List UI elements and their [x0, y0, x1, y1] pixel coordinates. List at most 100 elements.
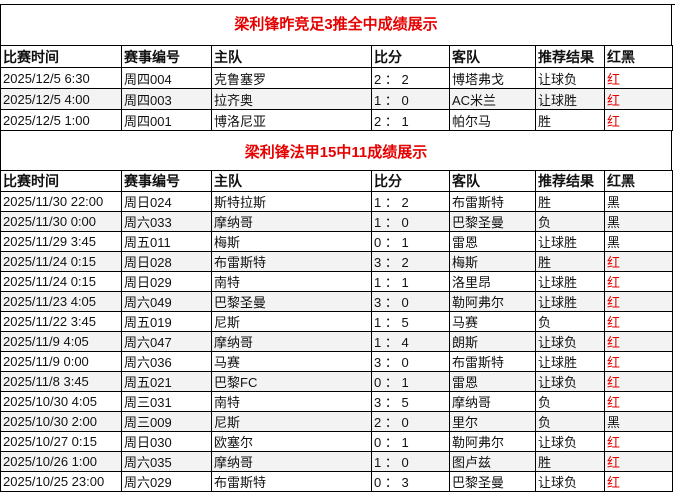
result-cell: 红: [604, 451, 673, 472]
column-header-match-time: 比赛时间: [0, 45, 122, 68]
score-cell: 3 ： 2: [371, 251, 450, 272]
match-time-cell: 2025/11/9 4:05: [0, 331, 122, 352]
match-time-cell: 2025/11/30 22:00: [0, 191, 122, 212]
result-cell: 红: [604, 271, 673, 292]
home-team-cell: 欧塞尔: [211, 431, 372, 452]
header-row: 比赛时间 赛事编号 主队 比分 客队 推荐结果 红黑: [0, 45, 673, 68]
column-header-result: 红黑: [604, 170, 673, 192]
score-cell: 1 ： 0: [371, 88, 450, 110]
result-cell: 黑: [604, 411, 673, 432]
recommendation-cell: 负: [535, 391, 605, 412]
result-cell: 黑: [604, 211, 673, 232]
score-cell: 2 ： 2: [371, 67, 450, 89]
result-cell: 红: [604, 311, 673, 332]
match-id-cell: 周六049: [121, 291, 212, 312]
column-header-away-team: 客队: [449, 170, 536, 192]
result-cell: 红: [604, 291, 673, 312]
score-cell: 0 ： 1: [371, 431, 450, 452]
recommendation-cell: 让球负: [535, 67, 605, 89]
match-id-cell: 周日029: [121, 271, 212, 292]
result-cell: 红: [604, 67, 673, 89]
match-id-cell: 周三031: [121, 391, 212, 412]
home-team-cell: 摩纳哥: [211, 331, 372, 352]
away-team-cell: 里尔: [449, 411, 536, 432]
match-id-cell: 周六036: [121, 351, 212, 372]
match-time-cell: 2025/11/29 3:45: [0, 231, 122, 252]
match-id-cell: 周三009: [121, 411, 212, 432]
match-time-cell: 2025/10/27 0:15: [0, 431, 122, 452]
score-cell: 3 ： 5: [371, 391, 450, 412]
score-cell: 1 ： 2: [371, 191, 450, 212]
match-time-cell: 2025/12/5 4:00: [0, 88, 122, 110]
home-team-cell: 博洛尼亚: [211, 109, 372, 131]
away-team-cell: AC米兰: [449, 88, 536, 110]
column-header-home-team: 主队: [211, 170, 372, 192]
section2-title: 梁利锋法甲15中11成绩展示: [0, 130, 672, 170]
match-id-cell: 周四001: [121, 109, 212, 131]
away-team-cell: 洛里昂: [449, 271, 536, 292]
top-border: [0, 0, 675, 5]
home-team-cell: 巴黎FC: [211, 371, 372, 392]
result-cell: 红: [604, 251, 673, 272]
away-team-cell: 马赛: [449, 311, 536, 332]
home-team-cell: 梅斯: [211, 231, 372, 252]
match-id-cell: 周日028: [121, 251, 212, 272]
table-row: 2025/11/23 4:05 周六049 巴黎圣曼 3 ： 0 勒阿弗尔 让球胜红: [0, 291, 673, 312]
recommendation-cell: 让球负: [535, 371, 605, 392]
away-team-cell: 雷恩: [449, 371, 536, 392]
match-time-cell: 2025/10/30 4:05: [0, 391, 122, 412]
match-id-cell: 周日024: [121, 191, 212, 212]
away-team-cell: 帕尔马: [449, 109, 536, 131]
result-cell: 黑: [604, 231, 673, 252]
column-header-score: 比分: [371, 45, 450, 68]
match-id-cell: 周日030: [121, 431, 212, 452]
recommendation-cell: 负: [535, 311, 605, 332]
home-team-cell: 尼斯: [211, 311, 372, 332]
score-cell: 0 ： 1: [371, 371, 450, 392]
table-row: 2025/10/27 0:15 周日030 欧塞尔 0 ： 1 勒阿弗尔 让球负红: [0, 431, 673, 452]
match-time-cell: 2025/12/5 1:00: [0, 109, 122, 131]
result-cell: 红: [604, 351, 673, 372]
match-id-cell: 周六047: [121, 331, 212, 352]
match-id-cell: 周五021: [121, 371, 212, 392]
column-header-match-id: 赛事编号: [121, 170, 212, 192]
score-cell: 1 ： 1: [371, 271, 450, 292]
match-time-cell: 2025/10/26 1:00: [0, 451, 122, 472]
recommendation-cell: 让球胜: [535, 271, 605, 292]
away-team-cell: 勒阿弗尔: [449, 291, 536, 312]
match-id-cell: 周六035: [121, 451, 212, 472]
home-team-cell: 马赛: [211, 351, 372, 372]
result-cell: 红: [604, 391, 673, 412]
away-team-cell: 梅斯: [449, 251, 536, 272]
recommendation-cell: 胜: [535, 451, 605, 472]
header-row: 比赛时间 赛事编号 主队 比分 客队 推荐结果 红黑: [0, 170, 673, 192]
table-row: 2025/10/26 1:00 周六035 摩纳哥 1 ： 0 图卢兹胜红: [0, 451, 673, 472]
column-header-match-id: 赛事编号: [121, 45, 212, 68]
away-team-cell: 布雷斯特: [449, 191, 536, 212]
match-id-cell: 周五011: [121, 231, 212, 252]
score-cell: 3 ： 0: [371, 291, 450, 312]
score-cell: 1 ： 4: [371, 331, 450, 352]
away-team-cell: 朗斯: [449, 331, 536, 352]
table-row: 2025/11/22 3:45 周五019 尼斯 1 ： 5 马赛负红: [0, 311, 673, 332]
score-cell: 1 ： 0: [371, 211, 450, 232]
match-id-cell: 周四004: [121, 67, 212, 89]
home-team-cell: 拉齐奥: [211, 88, 372, 110]
away-team-cell: 布雷斯特: [449, 351, 536, 372]
recommendation-cell: 让球胜: [535, 351, 605, 372]
home-team-cell: 布雷斯特: [211, 251, 372, 272]
table-row: 2025/11/29 3:45 周五011 梅斯 0 ： 1 雷恩 让球胜黑: [0, 231, 673, 252]
home-team-cell: 南特: [211, 271, 372, 292]
table-row: 2025/12/5 4:00 周四003 拉齐奥 1 ： 0 AC米兰 让球胜红: [0, 88, 673, 110]
result-cell: 红: [604, 331, 673, 352]
away-team-cell: 雷恩: [449, 231, 536, 252]
table-row: 2025/12/5 6:30 周四004 克鲁塞罗 2 ： 2 博塔弗戈 让球负红: [0, 67, 673, 89]
match-time-cell: 2025/11/24 0:15: [0, 251, 122, 272]
away-team-cell: 勒阿弗尔: [449, 431, 536, 452]
column-header-match-time: 比赛时间: [0, 170, 122, 192]
score-cell: 1 ： 5: [371, 311, 450, 332]
recommendation-cell: 让球负: [535, 331, 605, 352]
home-team-cell: 南特: [211, 391, 372, 412]
home-team-cell: 巴黎圣曼: [211, 291, 372, 312]
column-header-home-team: 主队: [211, 45, 372, 68]
